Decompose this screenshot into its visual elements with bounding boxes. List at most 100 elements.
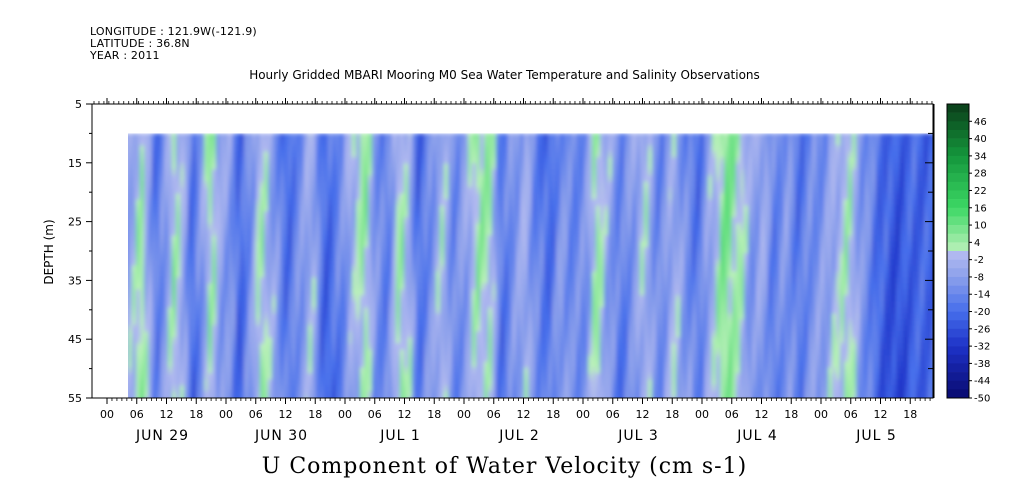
heatmap-cell xyxy=(440,259,445,266)
heatmap-cell xyxy=(204,217,209,224)
heatmap-cell xyxy=(560,379,565,386)
heatmap-cell xyxy=(244,265,249,272)
heatmap-cell xyxy=(264,355,269,362)
heatmap-cell xyxy=(424,199,429,206)
heatmap-cell xyxy=(260,361,265,368)
heatmap-cell xyxy=(352,187,357,194)
heatmap-cell xyxy=(516,181,521,188)
heatmap-cell xyxy=(300,205,305,212)
heatmap-cell xyxy=(276,277,281,284)
year-label: YEAR : 2011 xyxy=(90,49,160,62)
heatmap-cell xyxy=(172,187,177,194)
heatmap-cell xyxy=(348,367,353,374)
heatmap-cell xyxy=(184,175,189,182)
heatmap-cell xyxy=(416,289,421,296)
heatmap-cell xyxy=(168,193,173,200)
heatmap-cell xyxy=(132,181,137,188)
heatmap-cell xyxy=(316,187,321,194)
heatmap-cell xyxy=(200,235,205,242)
heatmap-cell xyxy=(196,325,201,332)
heatmap-cell xyxy=(508,331,513,338)
heatmap-cell xyxy=(360,157,365,164)
heatmap-cell xyxy=(212,385,217,392)
heatmap-cell xyxy=(496,271,501,278)
heatmap-cell xyxy=(464,301,469,308)
heatmap-cell xyxy=(128,331,133,338)
heatmap-cell xyxy=(164,355,169,362)
heatmap-cell xyxy=(188,169,193,176)
heatmap-cell xyxy=(212,301,217,308)
heatmap-cell xyxy=(448,343,453,350)
heatmap-cell xyxy=(336,175,341,182)
heatmap-cell xyxy=(532,391,537,398)
heatmap-cell xyxy=(132,367,137,374)
heatmap-cell xyxy=(360,211,365,218)
heatmap-cell xyxy=(340,391,345,398)
heatmap-cell xyxy=(208,217,213,224)
heatmap-cell xyxy=(216,343,221,350)
heatmap-cell xyxy=(156,289,161,296)
heatmap-cell xyxy=(188,349,193,356)
heatmap-cell xyxy=(232,277,237,284)
heatmap-cell xyxy=(372,253,377,260)
heatmap-cell xyxy=(220,247,225,254)
heatmap-cell xyxy=(424,319,429,326)
heatmap-cell xyxy=(512,301,517,308)
heatmap-cell xyxy=(368,253,373,260)
heatmap-cell xyxy=(424,169,429,176)
heatmap-cell xyxy=(288,307,293,314)
heatmap-cell xyxy=(304,307,309,314)
heatmap-cell xyxy=(188,277,193,284)
heatmap-cell xyxy=(344,307,349,314)
heatmap-cell xyxy=(140,211,145,218)
heatmap-cell xyxy=(496,247,501,254)
heatmap-cell xyxy=(300,301,305,308)
heatmap-cell xyxy=(476,133,481,140)
heatmap-cell xyxy=(264,253,269,260)
heatmap-cell xyxy=(348,259,353,266)
heatmap-cell xyxy=(524,349,529,356)
heatmap-cell xyxy=(148,133,153,140)
heatmap-cell xyxy=(272,223,277,230)
heatmap-cell xyxy=(320,289,325,296)
heatmap-cell xyxy=(296,265,301,272)
heatmap-cell xyxy=(148,289,153,296)
heatmap-cell xyxy=(132,283,137,290)
heatmap-cell xyxy=(516,223,521,230)
heatmap-cell xyxy=(212,151,217,158)
heatmap-cell xyxy=(532,295,537,302)
heatmap-cell xyxy=(340,241,345,248)
heatmap-cell xyxy=(280,199,285,206)
heatmap-cell xyxy=(548,379,553,386)
heatmap-cell xyxy=(524,307,529,314)
heatmap-cell xyxy=(468,271,473,278)
heatmap-cell xyxy=(276,217,281,224)
heatmap-cell xyxy=(548,157,553,164)
heatmap-cell xyxy=(224,241,229,248)
heatmap-cell xyxy=(292,241,297,248)
heatmap-cell xyxy=(192,391,197,398)
heatmap-cell xyxy=(540,145,545,152)
heatmap-cell xyxy=(400,199,405,206)
heatmap-cell xyxy=(312,373,317,380)
heatmap-cell xyxy=(544,295,549,302)
heatmap-cell xyxy=(364,163,369,170)
heatmap-cell xyxy=(540,295,545,302)
heatmap-cell xyxy=(188,151,193,158)
heatmap-cell xyxy=(292,265,297,272)
heatmap-cell xyxy=(560,385,565,392)
heatmap-cell xyxy=(144,277,149,284)
heatmap-cell xyxy=(164,367,169,374)
heatmap-cell xyxy=(492,343,497,350)
heatmap-cell xyxy=(400,169,405,176)
heatmap-cell xyxy=(352,223,357,230)
heatmap-cell xyxy=(300,133,305,140)
heatmap-cell xyxy=(188,235,193,242)
heatmap-cell xyxy=(388,181,393,188)
heatmap-cell xyxy=(472,301,477,308)
heatmap-cell xyxy=(300,313,305,320)
heatmap-cell xyxy=(440,265,445,272)
heatmap-cell xyxy=(460,271,465,278)
heatmap-cell xyxy=(204,367,209,374)
heatmap-cell xyxy=(524,391,529,398)
